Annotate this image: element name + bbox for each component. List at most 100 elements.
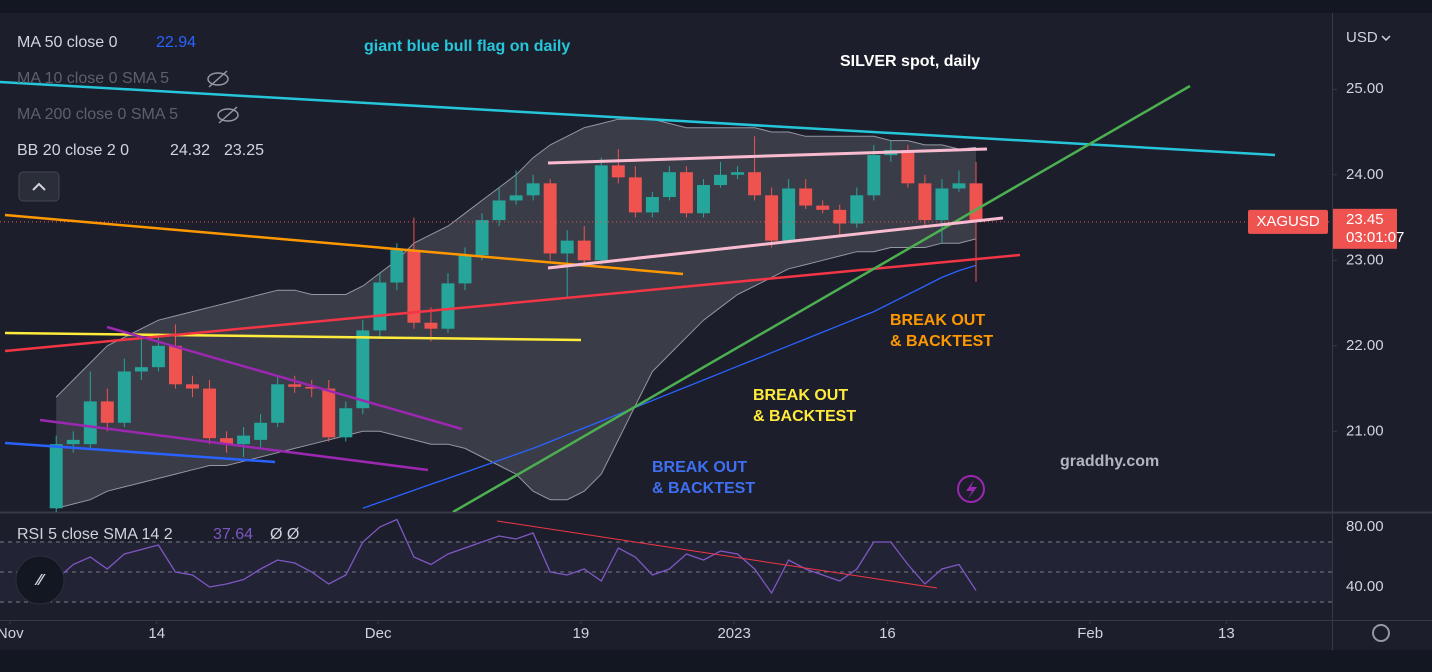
- candle-body: [748, 172, 762, 196]
- annotation: BREAK OUT: [890, 312, 985, 329]
- candle-body: [697, 185, 710, 214]
- alert-icon[interactable]: [957, 475, 985, 503]
- ma-line: [362, 264, 977, 509]
- flag-line: [547, 216, 1004, 270]
- x-tick-label: 14: [148, 625, 165, 642]
- candle-body: [714, 174, 727, 186]
- collapse-button[interactable]: [18, 171, 60, 202]
- legend-value: Ø Ø: [270, 526, 299, 543]
- chart-title: SILVER spot, daily: [840, 53, 980, 70]
- candle-body: [220, 438, 234, 445]
- legend-value: 23.25: [224, 142, 264, 159]
- logo: [15, 555, 65, 605]
- hidden-icon: [207, 72, 229, 86]
- candle-body: [969, 183, 983, 222]
- candle-body: [850, 195, 864, 224]
- x-tick-label: 2023: [717, 625, 750, 642]
- legend-value: 24.32: [170, 142, 210, 159]
- candle-body: [390, 250, 404, 283]
- y-tick-label: 24.00: [1346, 166, 1384, 183]
- y-tick-label: 22.00: [1346, 337, 1384, 354]
- candle-body: [66, 439, 80, 445]
- legend: MA 50 close 0: [17, 34, 118, 51]
- candle-body: [441, 283, 455, 329]
- candle-body: [100, 401, 114, 423]
- candle-body: [628, 177, 642, 213]
- candle-body: [867, 155, 881, 196]
- rsi-line: [55, 518, 977, 595]
- candle-body: [901, 149, 915, 184]
- candle-body: [254, 422, 268, 440]
- legend-value: 22.94: [156, 34, 196, 51]
- candle-body: [356, 330, 370, 409]
- legend: BB 20 close 2 0: [17, 142, 129, 159]
- settings-icon[interactable]: [1372, 624, 1390, 642]
- trendline: [0, 80, 1276, 157]
- currency: USD: [1346, 29, 1378, 46]
- candle-body: [203, 388, 216, 439]
- candle-body: [543, 183, 557, 254]
- x-tick-label: Feb: [1077, 625, 1103, 642]
- candle-body: [816, 205, 830, 210]
- candle-body: [186, 384, 199, 389]
- chevron: [32, 182, 46, 191]
- candle-body: [407, 250, 421, 323]
- candle-body: [782, 188, 796, 241]
- candle-body: [271, 384, 285, 423]
- rsi-tick-label: 80.00: [1346, 518, 1384, 535]
- candle-body: [526, 183, 540, 196]
- trendline: [4, 441, 276, 464]
- bottom-bar: [0, 650, 1432, 672]
- candle-body: [134, 367, 148, 372]
- candle-body: [492, 200, 506, 221]
- top-bar: [0, 0, 1432, 13]
- candle-body: [373, 282, 387, 331]
- candle-body: [117, 371, 131, 423]
- candle-body: [952, 183, 966, 189]
- candle-body: [424, 322, 438, 329]
- annotation: BREAK OUT: [753, 387, 848, 404]
- chevron: [1381, 35, 1391, 42]
- legend-value: 37.64: [213, 526, 253, 543]
- countdown: 03:01:07: [1346, 229, 1404, 246]
- candle-body: [679, 172, 693, 214]
- candle-body: [168, 345, 182, 385]
- candle-body: [731, 172, 745, 175]
- candle-body: [833, 209, 847, 224]
- candle-body: [458, 255, 472, 284]
- candle-body: [49, 444, 63, 509]
- candle-body: [288, 384, 302, 387]
- y-tick-label: 21.00: [1346, 422, 1384, 439]
- trendline: [106, 325, 463, 431]
- watermark: graddhy.com: [1060, 453, 1159, 470]
- candle-body: [237, 435, 251, 445]
- candle-body: [935, 188, 949, 221]
- trendline: [452, 84, 1191, 512]
- logo-mark: ⁄⁄: [34, 572, 46, 589]
- trendline: [39, 418, 429, 472]
- annotation: & BACKTEST: [753, 408, 856, 425]
- hidden-icon-slash: [218, 106, 238, 124]
- candle-body: [560, 240, 574, 254]
- candle-body: [662, 172, 676, 198]
- bb-fill: [56, 119, 976, 509]
- legend-hidden: MA 10 close 0 SMA 5: [17, 70, 169, 87]
- candle-body: [151, 345, 165, 368]
- candle-body: [594, 165, 608, 261]
- candle-body: [918, 183, 932, 221]
- trendline: [4, 331, 582, 342]
- candle-body: [322, 388, 336, 438]
- x-tick-label: 16: [879, 625, 896, 642]
- annotation: & BACKTEST: [890, 333, 993, 350]
- trendline: [4, 253, 1021, 353]
- rsi-pane: [0, 518, 1332, 603]
- annotation: BREAK OUT: [652, 459, 747, 476]
- candle-body: [645, 197, 659, 213]
- candle-body: [475, 220, 489, 256]
- candle-body: [83, 401, 97, 445]
- price-label: 23.45: [1346, 211, 1384, 228]
- candle-body: [305, 386, 319, 389]
- drawings: [0, 80, 1276, 512]
- candle-body: [339, 408, 353, 438]
